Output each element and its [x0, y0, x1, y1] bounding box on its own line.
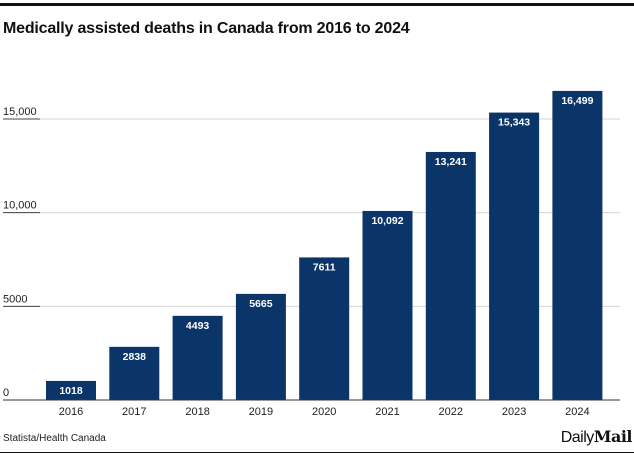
- x-tick-label: 2017: [122, 406, 146, 418]
- data-label: 15,343: [498, 117, 530, 129]
- bar-2020: [299, 257, 350, 400]
- x-tick-label: 2023: [502, 406, 526, 418]
- source-note: Statista/Health Canada: [3, 433, 106, 444]
- data-label: 1018: [59, 385, 83, 397]
- bar-2016: [46, 380, 96, 400]
- bar-2019: [235, 293, 286, 400]
- x-tick-label: 2020: [312, 406, 336, 418]
- y-tick-label: 15,000: [3, 106, 37, 118]
- data-label: 5665: [249, 298, 273, 310]
- data-label: 10,092: [371, 215, 403, 227]
- bar-2022: [425, 151, 476, 400]
- x-tick-label: 2019: [249, 406, 273, 418]
- chart-title: Medically assisted deaths in Canada from…: [3, 20, 410, 37]
- x-tick-label: 2022: [439, 406, 463, 418]
- bar-2018: [172, 315, 223, 400]
- y-tick-label: 10,000: [3, 200, 37, 212]
- data-label: 7611: [313, 261, 336, 273]
- bottom-rule: [0, 452, 634, 453]
- data-label: 16,499: [561, 95, 593, 107]
- y-tick-label: 5000: [3, 293, 27, 305]
- data-label: 4493: [186, 320, 210, 332]
- y-tick-label: 0: [3, 387, 9, 399]
- bar-2023: [489, 112, 540, 400]
- bar-2017: [109, 346, 160, 400]
- top-rule: [0, 3, 634, 6]
- bar-2024: [552, 90, 603, 400]
- data-label: 13,241: [435, 156, 467, 168]
- daily-mail-logo: DailyMail: [560, 427, 633, 446]
- x-tick-label: 2016: [59, 406, 83, 418]
- data-label: 2838: [123, 351, 147, 363]
- bar-2021: [362, 210, 413, 400]
- x-tick-label: 2021: [375, 406, 399, 418]
- x-tick-label: 2018: [185, 406, 209, 418]
- x-tick-label: 2024: [565, 406, 589, 418]
